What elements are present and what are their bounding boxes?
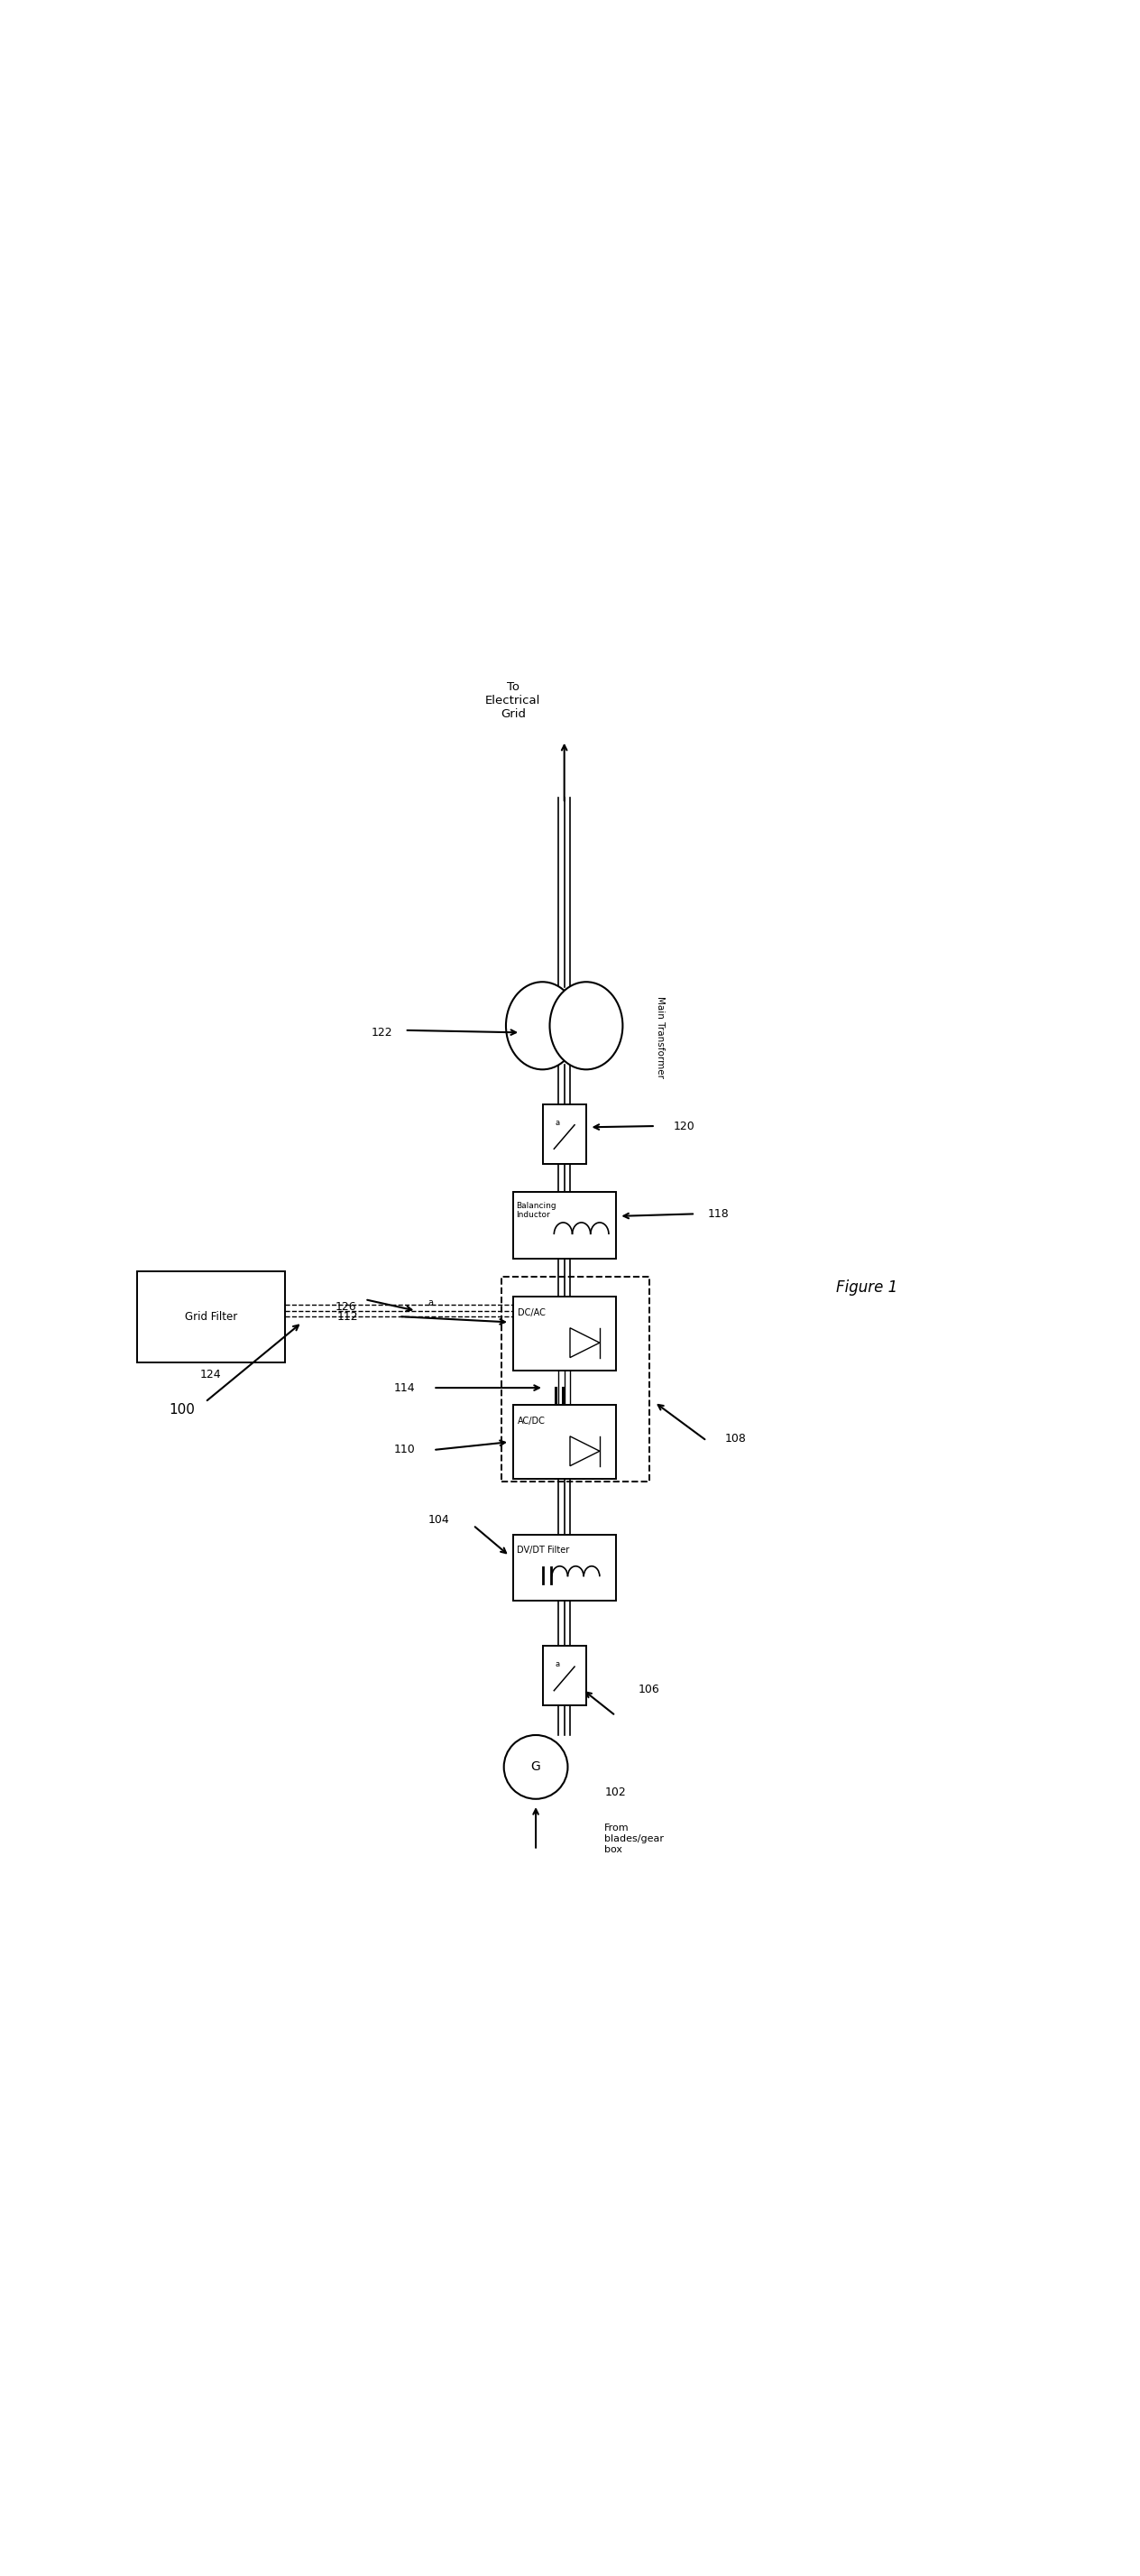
Circle shape — [504, 1736, 568, 1798]
Text: 108: 108 — [725, 1432, 746, 1445]
Text: 112: 112 — [337, 1311, 358, 1321]
FancyBboxPatch shape — [543, 1646, 586, 1705]
Text: From
blades/gear
box: From blades/gear box — [604, 1824, 663, 1855]
Text: 102: 102 — [605, 1785, 626, 1798]
Text: 110: 110 — [394, 1445, 415, 1455]
Text: 114: 114 — [394, 1381, 415, 1394]
Text: 106: 106 — [638, 1685, 660, 1695]
FancyBboxPatch shape — [513, 1535, 616, 1600]
Ellipse shape — [506, 981, 579, 1069]
Text: DV/DT Filter: DV/DT Filter — [516, 1546, 569, 1556]
Text: Main Transformer: Main Transformer — [656, 997, 665, 1079]
Text: 124: 124 — [201, 1368, 221, 1381]
FancyBboxPatch shape — [513, 1404, 616, 1479]
Text: Balancing
Inductor: Balancing Inductor — [516, 1200, 556, 1218]
FancyBboxPatch shape — [513, 1296, 616, 1370]
Text: Figure 1: Figure 1 — [836, 1280, 897, 1296]
Text: DC/AC: DC/AC — [518, 1309, 545, 1316]
Text: 104: 104 — [429, 1515, 449, 1525]
Text: G: G — [531, 1759, 540, 1772]
Text: 118: 118 — [708, 1208, 728, 1218]
Text: 126: 126 — [335, 1301, 356, 1314]
FancyBboxPatch shape — [543, 1105, 586, 1164]
Text: AC/DC: AC/DC — [518, 1417, 545, 1427]
Text: 120: 120 — [674, 1121, 694, 1131]
FancyBboxPatch shape — [513, 1193, 616, 1257]
Text: To
Electrical
Grid: To Electrical Grid — [486, 680, 540, 721]
FancyBboxPatch shape — [137, 1270, 285, 1363]
Text: a: a — [429, 1298, 433, 1309]
Text: 122: 122 — [372, 1028, 392, 1038]
Text: a: a — [555, 1118, 560, 1126]
Ellipse shape — [549, 981, 622, 1069]
Text: 100: 100 — [170, 1404, 195, 1417]
Text: a: a — [555, 1662, 560, 1669]
Text: Grid Filter: Grid Filter — [185, 1311, 237, 1321]
